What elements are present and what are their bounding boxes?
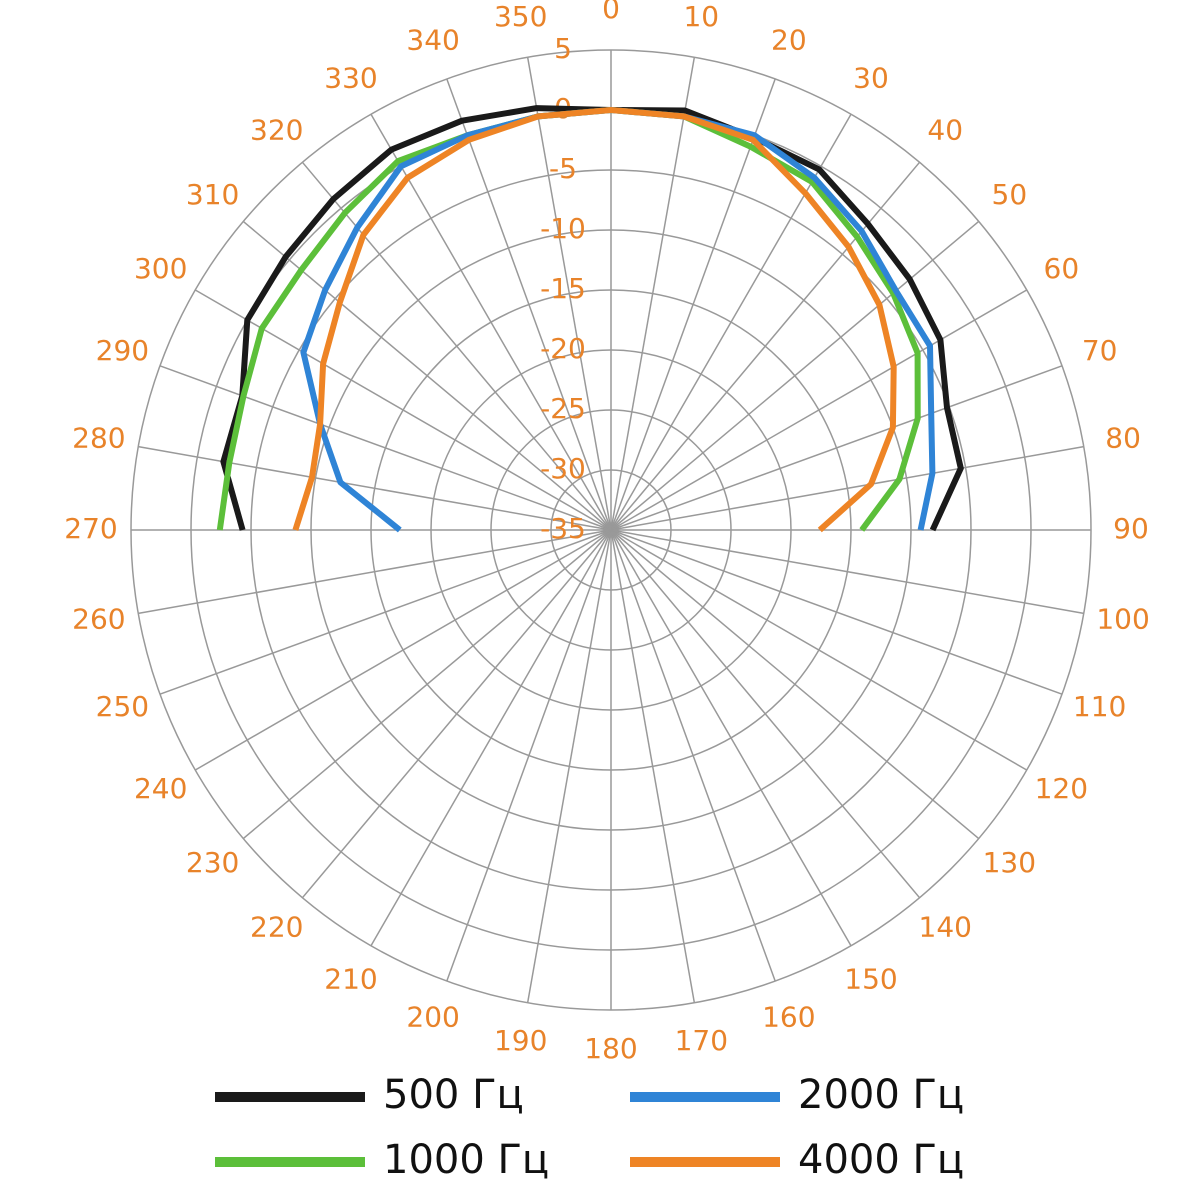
angle-tick-label: 220 <box>250 910 303 943</box>
angle-tick-label: 0 <box>602 0 620 25</box>
radial-tick-label: -20 <box>540 332 586 365</box>
angle-tick-label: 70 <box>1082 334 1118 367</box>
grid-spoke <box>610 529 1028 771</box>
grid-spoke <box>610 220 980 531</box>
grid-spoke <box>446 78 612 531</box>
angle-tick-label: 20 <box>771 23 807 56</box>
angle-tick-label: 340 <box>406 23 459 56</box>
legend-label: 500 Гц <box>383 1072 524 1118</box>
angle-tick-label: 260 <box>72 602 125 635</box>
angle-tick-label: 110 <box>1073 690 1126 723</box>
grid-spoke <box>610 289 1028 531</box>
grid-spoke <box>610 529 1084 615</box>
angle-tick-label: 210 <box>324 962 377 995</box>
grid-spoke <box>610 78 776 531</box>
grid-spoke <box>138 445 612 531</box>
radial-tick-label: -10 <box>540 212 586 245</box>
angle-tick-label: 200 <box>406 1001 459 1034</box>
radial-tick-label: 5 <box>554 32 572 65</box>
grid-spoke <box>610 529 921 899</box>
radial-tick-label: -30 <box>540 452 586 485</box>
legend-label: 2000 Гц <box>798 1072 964 1118</box>
grid-spoke <box>610 529 776 982</box>
radial-tick-label: -25 <box>540 392 586 425</box>
angle-tick-label: 130 <box>983 846 1036 879</box>
angle-tick-label: 40 <box>927 114 963 147</box>
grid-spoke <box>370 529 612 947</box>
angle-tick-label: 250 <box>96 690 149 723</box>
angle-tick-label: 90 <box>1113 512 1149 545</box>
grid-spoke <box>138 529 612 615</box>
angle-tick-label: 300 <box>134 252 187 285</box>
angle-tick-label: 30 <box>853 62 889 95</box>
angle-tick-label: 330 <box>324 62 377 95</box>
angle-tick-label: 350 <box>494 0 547 33</box>
series-line <box>292 107 897 533</box>
angle-tick-label: 60 <box>1044 252 1080 285</box>
grid-spoke <box>242 220 612 531</box>
grid-spoke <box>610 365 1063 531</box>
radial-tick-label: -35 <box>540 512 586 545</box>
angle-tick-label: 160 <box>762 1001 815 1034</box>
grid-spoke <box>194 289 612 531</box>
grid-spoke <box>610 529 696 1003</box>
grid-spoke <box>301 161 612 531</box>
grid-spoke <box>446 529 612 982</box>
angle-tick-label: 170 <box>675 1024 728 1057</box>
radial-tick-label: -5 <box>549 152 577 185</box>
angle-tick-label: 320 <box>250 114 303 147</box>
angle-tick-label: 280 <box>72 422 125 455</box>
legend-label: 1000 Гц <box>383 1137 549 1183</box>
angle-tick-label: 80 <box>1105 422 1141 455</box>
legend-label: 4000 Гц <box>798 1137 964 1183</box>
angle-tick-label: 150 <box>844 962 897 995</box>
angle-tick-label: 310 <box>186 178 239 211</box>
grid-spoke <box>610 57 696 531</box>
grid-spoke <box>526 529 612 1003</box>
radial-tick-label: -15 <box>540 272 586 305</box>
grid-spoke <box>301 529 612 899</box>
angle-tick-label: 140 <box>919 910 972 943</box>
angle-tick-label: 240 <box>134 772 187 805</box>
angle-tick-label: 290 <box>96 334 149 367</box>
angle-tick-label: 120 <box>1035 772 1088 805</box>
grid-spoke <box>610 529 980 840</box>
grid-spoke <box>242 529 612 840</box>
angle-tick-label: 180 <box>584 1032 637 1065</box>
angle-tick-label: 270 <box>64 512 117 545</box>
grid-spoke <box>370 113 612 531</box>
grid-spoke <box>194 529 612 771</box>
angle-tick-label: 10 <box>683 0 719 33</box>
grid-spoke <box>610 529 1063 695</box>
grid-spoke <box>159 365 612 531</box>
angle-tick-label: 230 <box>186 846 239 879</box>
angle-tick-label: 190 <box>494 1024 547 1057</box>
grid-spoke <box>526 57 612 531</box>
angle-tick-label: 100 <box>1096 602 1149 635</box>
angle-tick-label: 50 <box>992 178 1028 211</box>
grid-spoke <box>610 529 852 947</box>
grid-spoke <box>610 445 1084 531</box>
grid-spoke <box>159 529 612 695</box>
